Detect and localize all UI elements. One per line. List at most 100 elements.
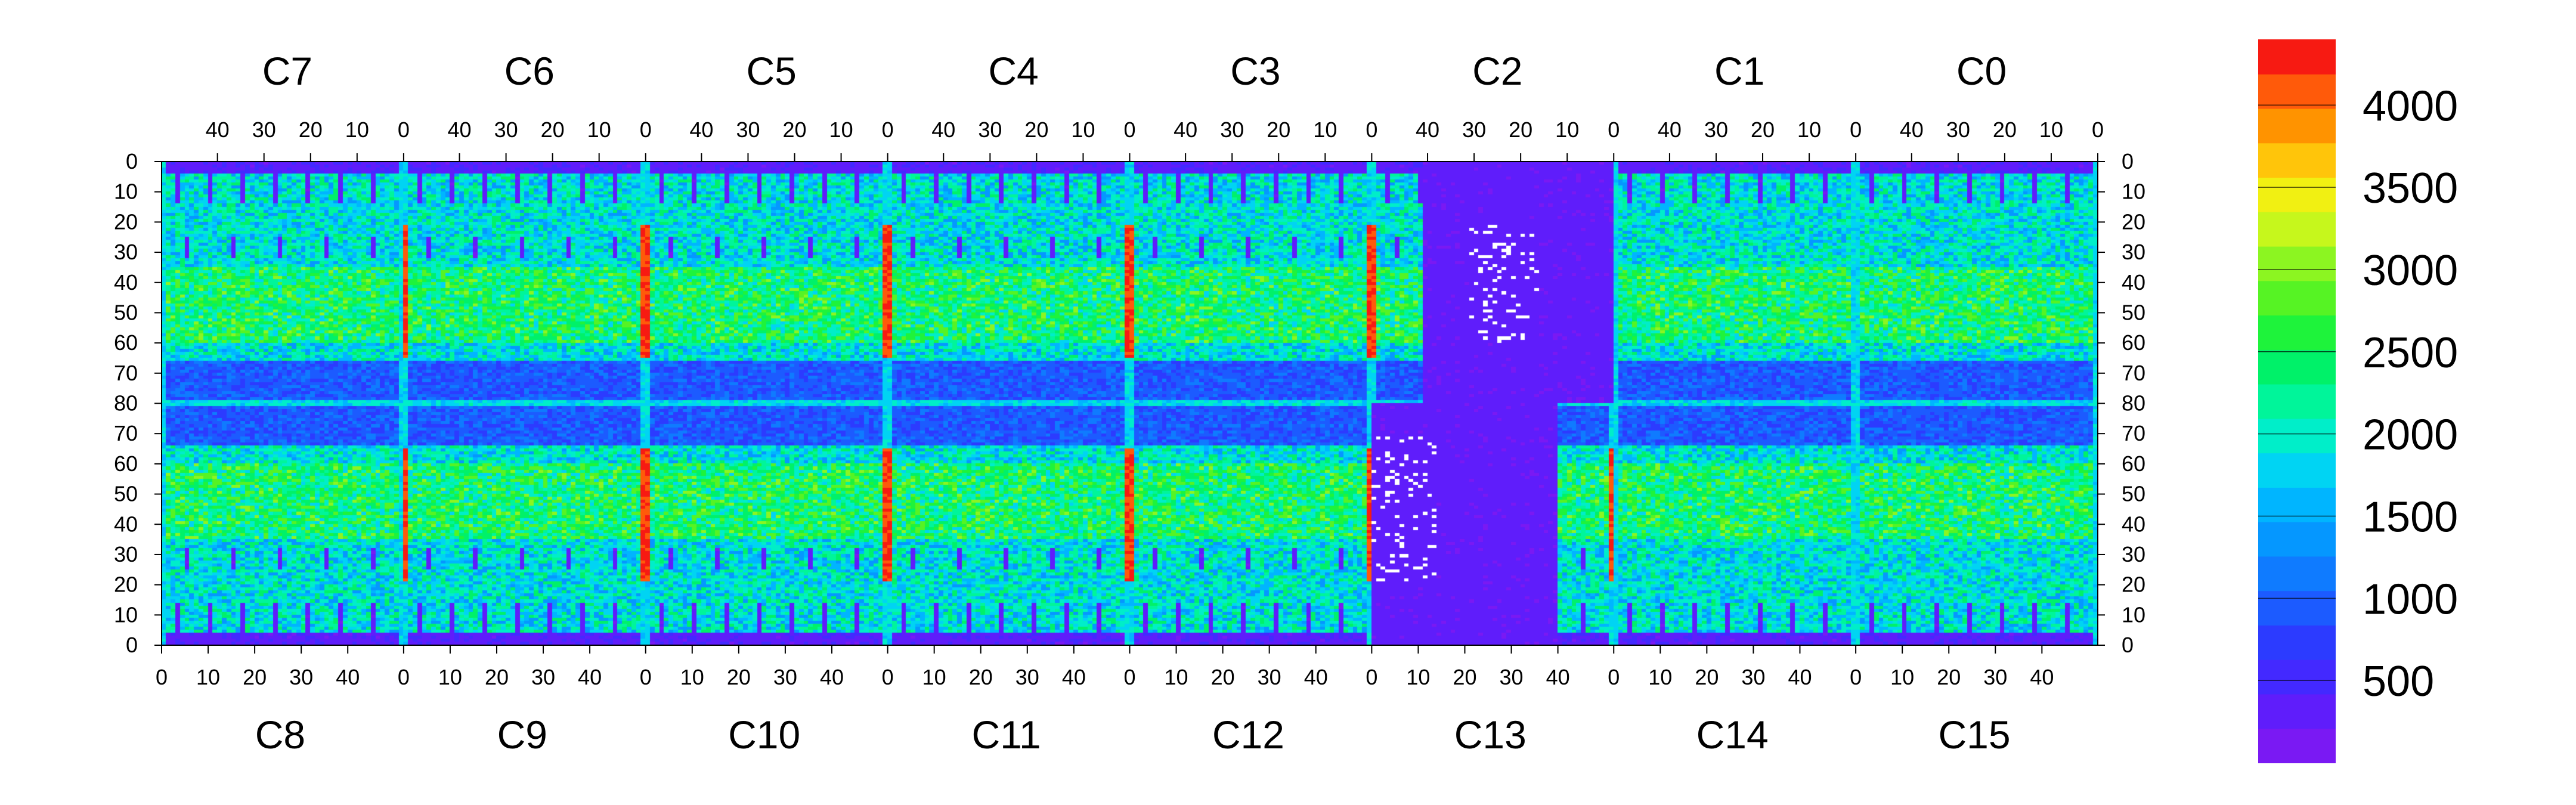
bottom-col-tick-label: 10 bbox=[1890, 665, 1914, 689]
left-row-tick-label: 20 bbox=[114, 209, 138, 234]
bottom-col-tick-label: 30 bbox=[1983, 665, 2007, 689]
chip-label-bottom: C10 bbox=[728, 713, 800, 757]
left-row-tick-label: 10 bbox=[114, 179, 138, 204]
colorbar-tick-label: 2000 bbox=[2363, 411, 2458, 459]
right-row-tick-label: 20 bbox=[2122, 209, 2145, 234]
top-col-tick-label: 0 bbox=[2092, 117, 2104, 142]
top-col-tick-label: 0 bbox=[1123, 117, 1135, 142]
bottom-col-tick-label: 10 bbox=[1406, 665, 1430, 689]
plot-frame bbox=[161, 161, 2098, 646]
top-col-tick-label: 10 bbox=[2039, 117, 2063, 142]
right-row-tick-label: 50 bbox=[2122, 300, 2145, 324]
chip-label-top: C6 bbox=[504, 49, 555, 93]
chip-label-bottom: C14 bbox=[1696, 713, 1769, 757]
bottom-col-tick-label: 10 bbox=[1648, 665, 1672, 689]
chip-label-top: C2 bbox=[1472, 49, 1522, 93]
colorbar-segment bbox=[2258, 246, 2336, 281]
chip-label-bottom: C8 bbox=[255, 713, 305, 757]
left-row-tick-label: 30 bbox=[114, 240, 138, 264]
chip-label-top: C0 bbox=[1956, 49, 2007, 93]
top-col-tick-label: 0 bbox=[1608, 117, 1620, 142]
top-col-tick-label: 10 bbox=[1071, 117, 1095, 142]
bottom-chip-labels: C8 C9 C10 C11 C12 C13 C14 C15 bbox=[255, 713, 2011, 757]
colorbar-segment bbox=[2258, 280, 2336, 316]
colorbar-tick-label: 2500 bbox=[2363, 329, 2458, 377]
colorbar-tick-label: 1500 bbox=[2363, 493, 2458, 541]
bottom-col-tick-label: 0 bbox=[398, 665, 410, 689]
colorbar-segment bbox=[2258, 315, 2336, 350]
top-col-tick-label: 0 bbox=[640, 117, 652, 142]
top-col-tick-label: 20 bbox=[1993, 117, 2017, 142]
right-row-tick-label: 70 bbox=[2122, 421, 2145, 445]
top-col-tick-label: 20 bbox=[541, 117, 565, 142]
top-col-tick-label: 20 bbox=[299, 117, 323, 142]
chip-label-bottom: C12 bbox=[1212, 713, 1284, 757]
top-col-tick-label: 40 bbox=[1416, 117, 1439, 142]
colorbar-segment bbox=[2258, 728, 2336, 763]
chip-label-bottom: C15 bbox=[1939, 713, 2011, 757]
colorbar-segment bbox=[2258, 624, 2336, 660]
bottom-col-tick-label: 10 bbox=[196, 665, 220, 689]
right-row-tick-label: 80 bbox=[2122, 391, 2145, 416]
colorbar: 500 1000 1500 2000 2500 3000 3500 4000 bbox=[2258, 39, 2458, 763]
colorbar-segment bbox=[2258, 487, 2336, 522]
top-col-tick-label: 10 bbox=[829, 117, 853, 142]
top-column-ticks: 40 30 20 10 0 40 30 20 10 0 40 30 20 10 0 40 30 20 10 0 40 30… bbox=[206, 117, 2104, 162]
top-col-tick-label: 0 bbox=[882, 117, 894, 142]
bottom-col-tick-label: 10 bbox=[1165, 665, 1188, 689]
top-col-tick-label: 10 bbox=[1555, 117, 1579, 142]
left-row-tick-label: 70 bbox=[114, 361, 138, 385]
left-row-tick-label: 0 bbox=[126, 633, 138, 657]
colorbar-segment bbox=[2258, 383, 2336, 419]
colorbar-segment bbox=[2258, 418, 2336, 454]
bottom-col-tick-label: 30 bbox=[1500, 665, 1524, 689]
bottom-col-tick-label: 0 bbox=[1608, 665, 1620, 689]
bottom-col-tick-label: 40 bbox=[1062, 665, 1086, 689]
colorbar-segment bbox=[2258, 556, 2336, 592]
chip-label-top: C7 bbox=[262, 49, 312, 93]
left-row-tick-label: 30 bbox=[114, 542, 138, 566]
left-row-tick-label: 60 bbox=[114, 330, 138, 355]
colorbar-segment bbox=[2258, 659, 2336, 695]
top-col-tick-label: 40 bbox=[1174, 117, 1197, 142]
top-col-tick-label: 20 bbox=[782, 117, 806, 142]
left-row-tick-label: 40 bbox=[114, 512, 138, 536]
right-row-tick-label: 70 bbox=[2122, 361, 2145, 385]
chip-label-top: C3 bbox=[1230, 49, 1280, 93]
right-row-tick-label: 60 bbox=[2122, 451, 2145, 476]
left-row-tick-label: 60 bbox=[114, 451, 138, 476]
bottom-col-tick-label: 40 bbox=[820, 665, 844, 689]
bottom-col-tick-label: 10 bbox=[438, 665, 462, 689]
top-col-tick-label: 30 bbox=[1220, 117, 1244, 142]
left-row-tick-label: 0 bbox=[126, 149, 138, 174]
colorbar-tick-label: 500 bbox=[2363, 658, 2434, 705]
bottom-col-tick-label: 0 bbox=[882, 665, 894, 689]
top-chip-labels: C7 C6 C5 C4 C3 C2 C1 C0 bbox=[262, 49, 2007, 93]
right-row-tick-label: 40 bbox=[2122, 512, 2145, 536]
bottom-col-tick-label: 20 bbox=[485, 665, 509, 689]
bottom-col-tick-label: 20 bbox=[1211, 665, 1235, 689]
top-col-tick-label: 30 bbox=[1946, 117, 1970, 142]
top-col-tick-label: 30 bbox=[252, 117, 276, 142]
bottom-col-tick-label: 0 bbox=[1366, 665, 1377, 689]
bottom-col-tick-label: 0 bbox=[1123, 665, 1135, 689]
top-col-tick-label: 0 bbox=[398, 117, 410, 142]
top-col-tick-label: 20 bbox=[1024, 117, 1048, 142]
bottom-col-tick-label: 30 bbox=[773, 665, 797, 689]
top-col-tick-label: 10 bbox=[1313, 117, 1337, 142]
right-row-tick-label: 10 bbox=[2122, 179, 2145, 204]
bottom-col-tick-label: 40 bbox=[336, 665, 360, 689]
right-row-tick-label: 50 bbox=[2122, 482, 2145, 506]
colorbar-segment bbox=[2258, 108, 2336, 144]
bottom-col-tick-label: 20 bbox=[969, 665, 993, 689]
chip-label-top: C1 bbox=[1714, 49, 1764, 93]
top-col-tick-label: 40 bbox=[1900, 117, 1924, 142]
top-col-tick-label: 20 bbox=[1267, 117, 1290, 142]
bottom-col-tick-label: 20 bbox=[1937, 665, 1961, 689]
colorbar-segment bbox=[2258, 453, 2336, 488]
bottom-col-tick-label: 30 bbox=[1741, 665, 1765, 689]
left-row-tick-label: 20 bbox=[114, 572, 138, 597]
colorbar-segment bbox=[2258, 73, 2336, 109]
